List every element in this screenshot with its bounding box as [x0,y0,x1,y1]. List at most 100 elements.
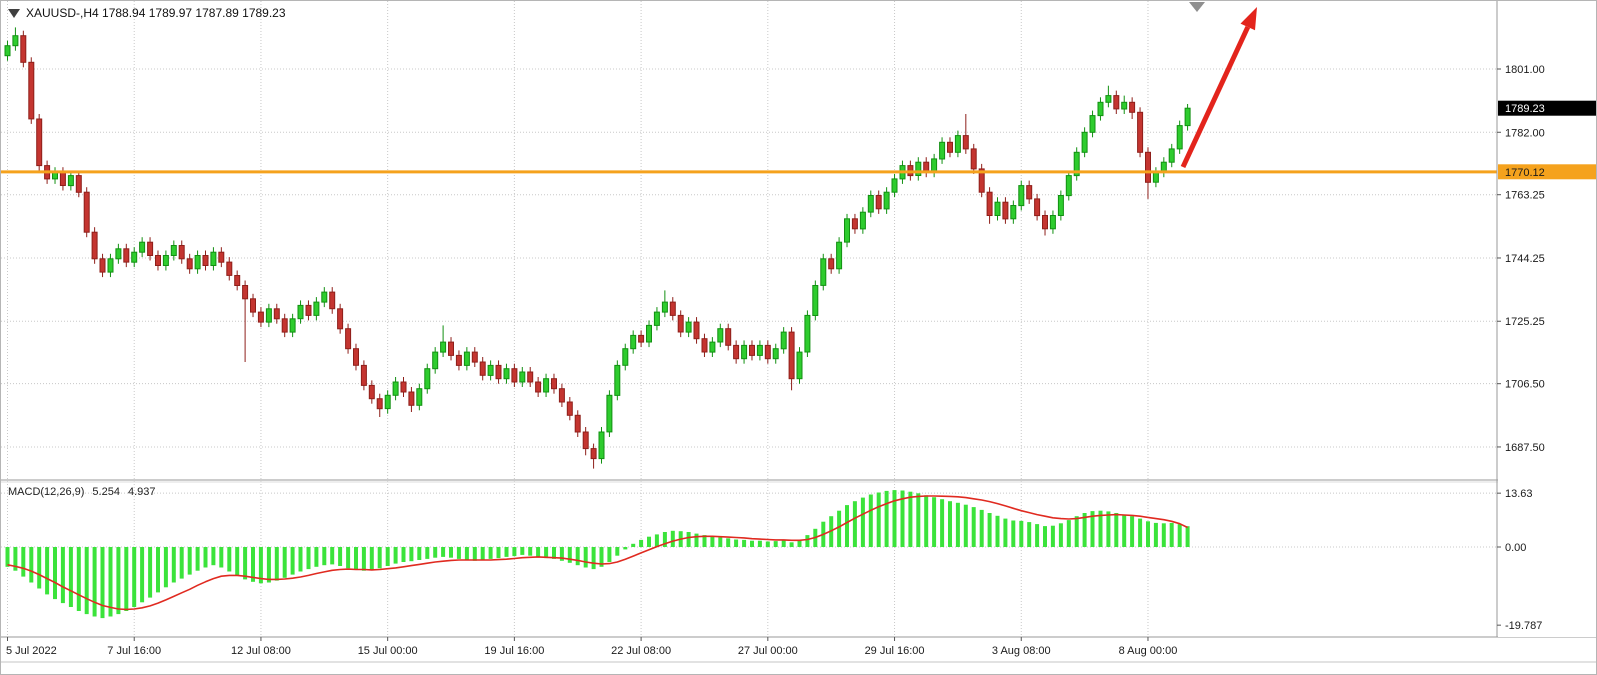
candle-body [75,175,82,193]
macd-histogram-bar [639,539,644,547]
candle-body [1168,148,1175,163]
candle-body [820,258,827,286]
candle-body [321,291,328,303]
macd-histogram-bar [314,547,319,567]
candle-body [638,334,645,343]
time-axis-label: 29 Jul 16:00 [865,645,925,657]
candle-body [614,364,621,396]
macd-histogram-bar [1074,516,1079,547]
candle-body [891,178,898,193]
candle-body [669,301,676,316]
time-axis-label: 19 Jul 16:00 [484,645,544,657]
candle-body [368,384,375,400]
candle-body [566,401,573,416]
macd-histogram-bar [1003,518,1008,547]
macd-histogram-bar [21,547,26,577]
candle-body [28,61,35,120]
candle-body [812,285,819,316]
candle-body [733,344,740,360]
macd-main-value: 5.254 [92,486,120,498]
macd-signal-line [7,495,1188,611]
candle-body [463,351,470,366]
time-axis-label: 8 Aug 00:00 [1119,645,1178,657]
candle-body [622,348,629,366]
macd-histogram-bar [599,547,604,567]
chart-shift-marker-icon[interactable] [1189,2,1205,12]
macd-histogram-bar [702,535,707,547]
candle-body [844,218,850,243]
candle-body [392,381,399,396]
macd-histogram-bar [734,539,739,547]
macd-histogram-bar [68,547,73,607]
macd-histogram-bar [1122,514,1127,547]
chart-plot-area[interactable] [1,1,1497,637]
macd-histogram-bar [377,547,382,569]
candle-body [329,291,336,310]
macd-histogram-bar [742,539,747,547]
candle-body [796,351,803,380]
candle-body [527,371,534,383]
candle-body [780,331,787,350]
macd-histogram-bar [409,547,414,562]
macd-histogram-bar [552,547,556,559]
macd-histogram-bar [575,547,580,566]
macd-axis-label: 13.63 [1505,488,1533,500]
macd-histogram-bar [528,547,533,556]
macd-histogram-bar [924,495,929,547]
candle-body [1073,151,1080,177]
macd-histogram-bar [591,547,596,570]
candle-body [1121,101,1128,110]
candle-body [939,141,946,160]
candle-body [210,251,217,266]
price-axis-label: 1763.25 [1505,190,1545,202]
candle-body [170,245,177,256]
price-axis-label: 1782.00 [1505,127,1545,139]
candle-body [67,175,74,187]
macd-histogram-bar [92,547,97,617]
candle-body [741,344,748,360]
trend-arrow-line[interactable] [1180,25,1251,169]
candle-body [297,304,304,320]
macd-histogram-bar [805,535,810,547]
macd-histogram-bar [163,547,168,588]
candle-body [440,341,447,353]
candle-body [1081,131,1088,153]
trend-arrow-head-icon[interactable] [1240,7,1258,31]
macd-histogram-bar [306,547,311,570]
macd-histogram-bar [441,547,446,557]
macd-histogram-bar [1058,523,1063,547]
macd-histogram-bar [1185,526,1190,547]
macd-histogram-bar [258,547,263,584]
macd-histogram-bar [456,547,461,559]
macd-histogram-bar [670,530,675,547]
candle-body [630,334,637,350]
candle-body [448,341,454,356]
macd-histogram-bar [322,547,327,566]
candle-body [273,308,280,320]
macd-histogram-bar [346,547,351,569]
candle-body [764,344,771,360]
macd-histogram-bar [298,547,303,572]
macd-histogram-bar [504,547,509,557]
macd-histogram-bar [512,547,517,557]
macd-histogram-bar [1106,511,1111,547]
macd-histogram-bar [948,501,952,547]
candle-body [178,245,185,260]
macd-histogram-bar [100,547,105,619]
macd-histogram-bar [361,547,366,571]
candle-body [234,275,241,286]
macd-histogram-bar [5,547,10,567]
candle-body [36,118,43,167]
candle-body [551,378,557,390]
macd-histogram-bar [195,547,200,571]
candle-body [978,168,985,193]
candle-body [772,348,779,360]
candle-body [400,381,407,393]
candle-body [677,314,684,333]
macd-histogram-bar [330,547,335,565]
macd-histogram-bar [995,515,1000,547]
macd-histogram-bar [876,492,881,547]
price-axis-label: 1801.00 [1505,64,1545,76]
candle-body [83,191,90,233]
